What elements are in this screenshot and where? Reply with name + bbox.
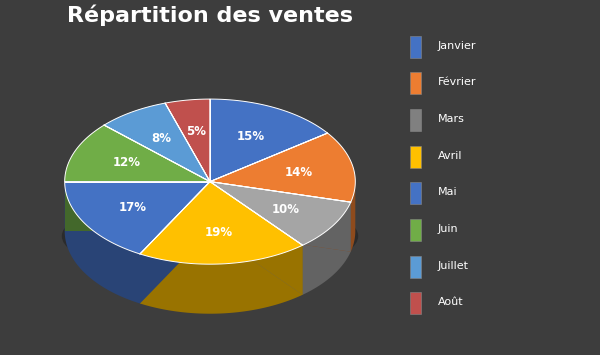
Text: 14%: 14%: [284, 165, 313, 179]
Polygon shape: [210, 182, 351, 252]
Text: 5%: 5%: [186, 125, 206, 138]
Text: 12%: 12%: [112, 156, 140, 169]
FancyBboxPatch shape: [410, 256, 421, 278]
Text: Mars: Mars: [437, 114, 464, 124]
Polygon shape: [210, 182, 351, 245]
Polygon shape: [351, 180, 355, 252]
Text: 8%: 8%: [152, 132, 172, 145]
Polygon shape: [65, 182, 210, 231]
Polygon shape: [140, 245, 302, 314]
FancyBboxPatch shape: [410, 182, 421, 204]
Text: Mai: Mai: [437, 187, 457, 197]
Text: 10%: 10%: [272, 203, 300, 215]
Polygon shape: [140, 182, 210, 304]
Polygon shape: [210, 99, 328, 182]
Text: Répartition des ventes: Répartition des ventes: [67, 5, 353, 27]
Text: 15%: 15%: [237, 130, 265, 142]
FancyBboxPatch shape: [410, 72, 421, 94]
Polygon shape: [65, 182, 210, 254]
Text: Juin: Juin: [437, 224, 458, 234]
FancyBboxPatch shape: [410, 109, 421, 131]
Polygon shape: [65, 182, 210, 231]
Polygon shape: [210, 133, 355, 202]
Polygon shape: [140, 182, 302, 264]
Text: Février: Février: [437, 77, 476, 87]
Text: Janvier: Janvier: [437, 40, 476, 51]
Polygon shape: [210, 182, 351, 252]
FancyBboxPatch shape: [410, 219, 421, 241]
FancyBboxPatch shape: [410, 146, 421, 168]
Polygon shape: [140, 182, 210, 304]
Polygon shape: [302, 202, 351, 295]
Polygon shape: [165, 99, 210, 182]
Text: 17%: 17%: [118, 201, 146, 214]
Text: Avril: Avril: [437, 151, 462, 160]
Polygon shape: [65, 182, 140, 304]
Text: Juillet: Juillet: [437, 261, 469, 271]
FancyBboxPatch shape: [410, 36, 421, 58]
Polygon shape: [65, 125, 210, 182]
Polygon shape: [210, 182, 302, 295]
Polygon shape: [104, 103, 210, 182]
Polygon shape: [210, 182, 302, 295]
Text: 19%: 19%: [205, 226, 233, 239]
Text: Août: Août: [437, 297, 463, 307]
Ellipse shape: [62, 195, 358, 277]
FancyBboxPatch shape: [410, 293, 421, 314]
